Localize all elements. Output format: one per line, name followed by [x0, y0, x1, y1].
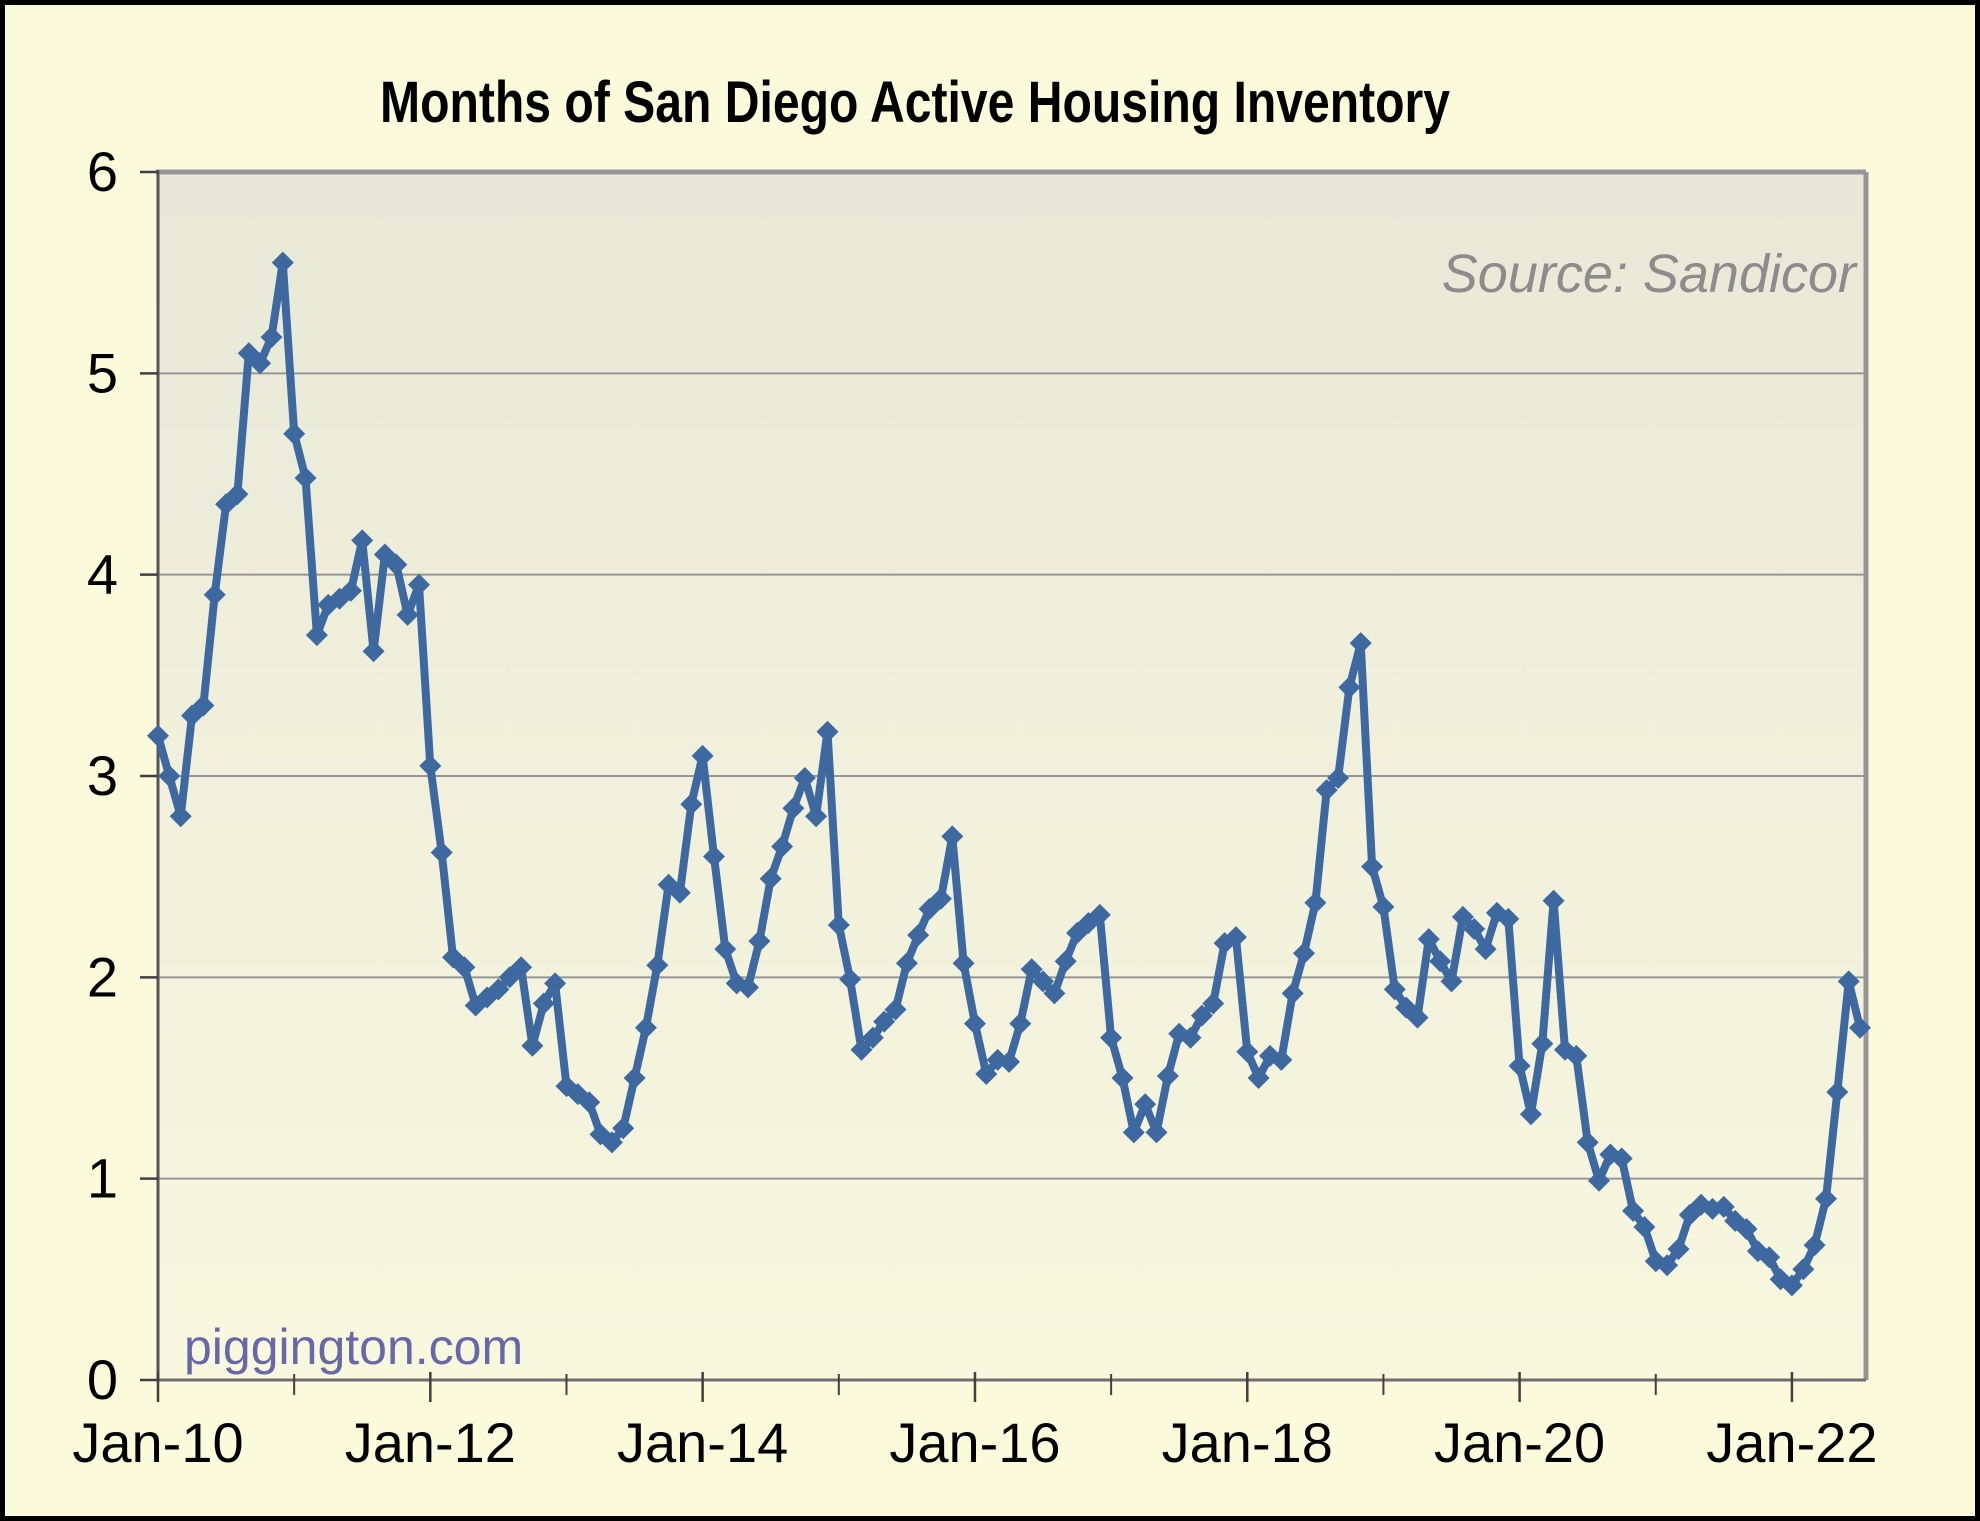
y-tick-label-3: 3 — [87, 744, 118, 807]
y-tick-label-5: 5 — [87, 341, 118, 404]
watermark: piggington.com — [184, 1319, 523, 1375]
x-axis-labels: Jan-10 Jan-12 Jan-14 Jan-16 Jan-18 Jan-20 Jan-… — [72, 1411, 1877, 1474]
source-note: Source: Sandicor — [1442, 244, 1858, 304]
y-axis-ticks — [140, 170, 158, 1382]
x-tick-label-Jan-10: Jan-10 — [72, 1411, 243, 1474]
x-tick-label-Jan-14: Jan-14 — [617, 1411, 788, 1474]
x-tick-label-Jan-12: Jan-12 — [345, 1411, 516, 1474]
x-tick-label-Jan-18: Jan-18 — [1162, 1411, 1333, 1474]
chart-title: Months of San Diego Active Housing Inven… — [380, 70, 1450, 135]
y-tick-label-2: 2 — [87, 945, 118, 1008]
y-tick-label-1: 1 — [87, 1147, 118, 1210]
y-tick-label-4: 4 — [87, 543, 118, 606]
gridlines — [158, 372, 1866, 1180]
y-tick-label-0: 0 — [87, 1348, 118, 1411]
x-axis-ticks — [156, 1372, 1794, 1402]
y-tick-label-6: 6 — [87, 140, 118, 203]
y-axis-labels: 0 1 2 3 4 5 6 — [87, 140, 118, 1411]
x-tick-label-Jan-22: Jan-22 — [1706, 1411, 1877, 1474]
x-tick-label-Jan-16: Jan-16 — [889, 1411, 1060, 1474]
x-tick-label-Jan-20: Jan-20 — [1434, 1411, 1605, 1474]
